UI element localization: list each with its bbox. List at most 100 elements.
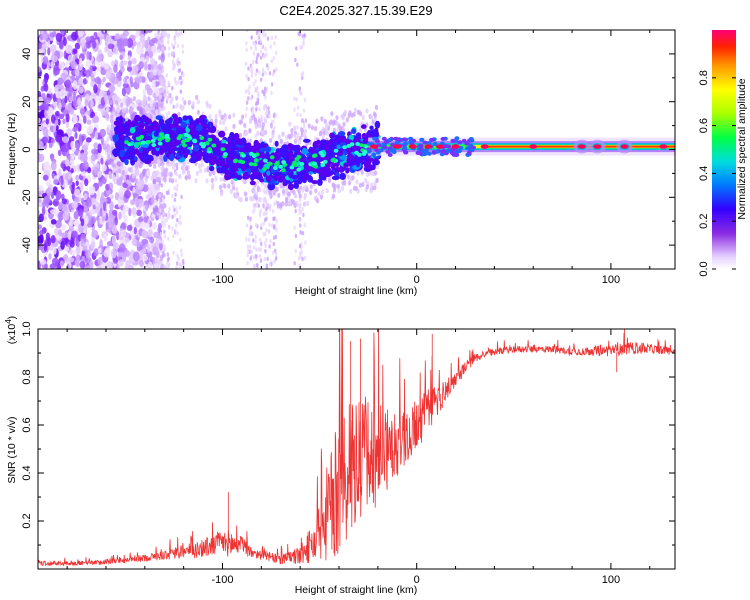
halo-blob [108, 173, 113, 180]
noise-blob [122, 205, 129, 212]
noise-blob [96, 66, 101, 73]
noise-blob [108, 209, 114, 215]
streak-blob [252, 255, 256, 260]
noise-blob [144, 203, 148, 210]
band-blob [141, 152, 149, 158]
halo-blob [203, 167, 207, 173]
halo-blob [252, 189, 257, 195]
band-blob [259, 147, 265, 153]
noise-blob [150, 58, 156, 66]
band-blob [331, 175, 340, 181]
halo-blob [373, 185, 377, 191]
halo-blob [349, 188, 353, 194]
streak-blob [297, 132, 300, 137]
streak-blob [163, 252, 166, 258]
halo-blob [359, 111, 363, 117]
streak-blob [293, 225, 296, 230]
band-blob [317, 178, 323, 186]
noise-blob [70, 61, 77, 69]
halo-blob [315, 118, 319, 124]
streak-blob [300, 91, 303, 96]
band-wiggle [429, 137, 435, 142]
streak-blob [176, 43, 180, 49]
noise-blob [73, 220, 77, 226]
band-wiggle [422, 140, 428, 145]
band-blob [302, 138, 311, 143]
streak-blob [258, 253, 262, 259]
noise-blob [63, 142, 69, 153]
streak-blob [163, 229, 166, 235]
noise-blob [90, 73, 95, 82]
halo-blob [309, 190, 313, 196]
colorbar-tick-label: 0.6 [698, 118, 710, 133]
noise-blob [91, 59, 96, 67]
noise-blob [38, 111, 44, 118]
streak-blob [167, 40, 170, 45]
band-blob [375, 160, 380, 165]
halo-blob [128, 167, 132, 173]
noise-blob [54, 119, 59, 126]
streak-blob [259, 38, 262, 44]
halo-blob [205, 100, 209, 106]
noise-blob [65, 165, 71, 171]
noise-blob [54, 228, 59, 236]
noise-blob [72, 115, 78, 124]
noise-blob [46, 87, 53, 95]
halo-blob [268, 203, 272, 209]
halo-blob [373, 170, 378, 176]
streak-blob [302, 36, 305, 42]
streak-blob [261, 45, 264, 50]
noise-blob [132, 57, 137, 65]
streak-blob [178, 205, 182, 210]
noise-blob [94, 130, 99, 141]
streak-blob [172, 250, 175, 256]
noise-blob [83, 193, 88, 200]
streak-blob [302, 212, 305, 218]
noise-blob [86, 119, 92, 125]
halo-blob [229, 188, 233, 194]
band-blob [366, 156, 372, 165]
noise-blob [148, 39, 155, 47]
halo-blob [126, 179, 130, 185]
band-blob [287, 143, 294, 151]
streak-blob [272, 72, 275, 77]
band-blob [293, 144, 299, 153]
halo-blob [262, 197, 266, 203]
halo-blob [281, 131, 285, 137]
noise-blob [93, 248, 99, 257]
band-blob [253, 144, 260, 152]
spectrogram-y-axis-label: Frequency (Hz) [6, 113, 18, 185]
band-blob [237, 163, 243, 169]
band-hotspot [223, 152, 228, 157]
noise-blob [142, 108, 146, 115]
halo-blob [224, 126, 228, 132]
band-hotspot [180, 139, 186, 144]
band-blob [226, 161, 235, 167]
streak-blob [262, 67, 265, 73]
halo-blob [292, 200, 296, 206]
noise-blob [50, 161, 57, 171]
streak-blob [295, 97, 298, 102]
noise-blob [38, 96, 44, 106]
halo-blob [244, 196, 248, 202]
band-hotspot [150, 138, 156, 143]
halo-blob [340, 114, 344, 120]
streak-blob [250, 73, 253, 79]
band-hotspot [357, 152, 362, 157]
streak-blob [247, 248, 250, 254]
streak-blob [294, 208, 297, 214]
noise-blob [101, 262, 107, 269]
noise-blob [144, 39, 149, 49]
streak-blob [161, 239, 164, 245]
streak-blob [176, 102, 179, 108]
band-blob [259, 178, 265, 183]
noise-blob [148, 72, 154, 79]
band-hotspot [252, 162, 258, 167]
noise-blob [54, 55, 58, 63]
streak-blob [266, 63, 269, 68]
streak-blob [181, 97, 185, 102]
streak-blob [174, 79, 177, 84]
streak-blob [254, 79, 257, 84]
noise-blob [86, 50, 90, 60]
